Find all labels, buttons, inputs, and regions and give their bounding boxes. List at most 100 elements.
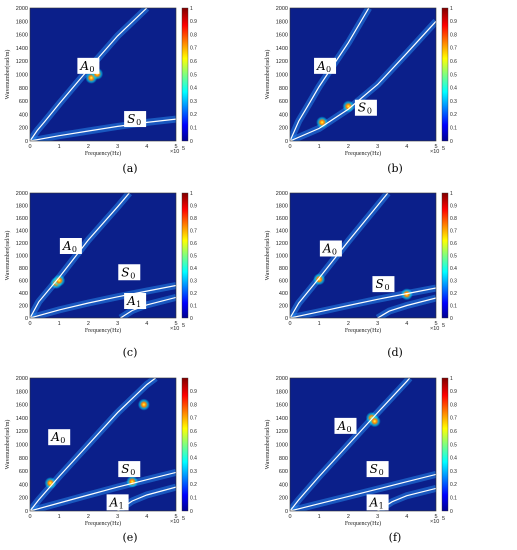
y-tick-label: 2000 <box>276 6 288 12</box>
colorbar-tick-label: 0.2 <box>190 291 197 297</box>
y-tick-label: 0 <box>25 139 28 145</box>
y-tick-label: 1400 <box>276 229 288 235</box>
x-multiplier-exponent: 5 <box>182 146 185 152</box>
colorbar-tick-label: 0.3 <box>450 469 457 475</box>
dispersion-curve-S0 <box>290 473 436 511</box>
plot-frame <box>289 377 437 512</box>
colorbar-tick-label: 0.9 <box>450 389 457 395</box>
peak-spot <box>53 274 66 287</box>
mode-label-box <box>366 494 389 511</box>
x-tick-label: 3 <box>116 321 119 327</box>
y-tick-label: 800 <box>19 86 28 92</box>
y-axis-label: Wavenumber(rad/m) <box>4 420 11 470</box>
colorbar-tick-label: 0.6 <box>450 241 457 247</box>
colorbar-tick-label: 1 <box>450 6 453 12</box>
panel-caption: (d) <box>387 346 403 359</box>
colorbar-tick-label: 0.1 <box>450 496 457 502</box>
colorbar-tick-label: 0.1 <box>190 496 197 502</box>
colorbar-tick-label: 0 <box>190 316 193 322</box>
colorbar-tick-label: 0.3 <box>450 278 457 284</box>
colorbar <box>441 192 449 319</box>
y-tick-label: 1200 <box>276 59 288 65</box>
colorbar-tick-label: 0.6 <box>190 59 197 65</box>
y-tick-label: 2000 <box>276 376 288 382</box>
mode-label-subscript: 0 <box>89 65 94 74</box>
mode-label-box <box>124 111 147 128</box>
x-tick-label: 5 <box>434 144 437 150</box>
panel-caption: (b) <box>387 162 403 175</box>
colorbar-tick-label: 0.5 <box>450 253 457 259</box>
colorbar-tick-label: 0.2 <box>190 482 197 488</box>
mode-label-subscript: 0 <box>326 65 331 74</box>
plot-background <box>290 378 436 511</box>
dispersion-curve-A0 <box>290 193 389 318</box>
y-tick-label: 400 <box>19 112 28 118</box>
x-tick-label: 3 <box>376 514 379 520</box>
x-tick-label: 0 <box>28 144 31 150</box>
x-multiplier-exponent: 5 <box>442 323 445 329</box>
y-tick-label: 1600 <box>16 33 28 39</box>
mode-label-box <box>59 238 82 254</box>
peak-spot <box>137 398 150 411</box>
dispersion-curve-S0 <box>30 471 176 511</box>
colorbar-tick-label: 0.5 <box>450 442 457 448</box>
y-tick-label: 600 <box>19 279 28 285</box>
mode-label-box <box>48 429 71 446</box>
colorbar-tick-label: 0.9 <box>190 19 197 25</box>
plot-frame <box>29 192 177 319</box>
peak-spot <box>400 288 413 301</box>
colorbar <box>441 377 449 512</box>
mode-label-box <box>334 417 357 434</box>
colorbar-tick-label: 0.7 <box>190 46 197 52</box>
colorbar-tick-label: 0.4 <box>450 456 457 462</box>
colorbar-tick-label: 0.1 <box>450 126 457 132</box>
mode-label-A1: A <box>109 495 119 509</box>
colorbar-tick-label: 0.2 <box>450 482 457 488</box>
mode-label-S0: S <box>127 112 135 126</box>
x-multiplier: ×10 <box>430 519 439 525</box>
mode-label-A0: A <box>322 242 332 256</box>
colorbar-tick-label: 1 <box>450 376 453 382</box>
y-axis-label: Wavenumber(rad/m) <box>4 50 11 100</box>
mode-label-box <box>77 57 100 74</box>
mode-label-subscript: 0 <box>60 436 65 445</box>
y-tick-label: 1400 <box>16 229 28 235</box>
colorbar-tick-label: 0.8 <box>450 402 457 408</box>
panel-caption: (e) <box>122 531 137 544</box>
x-tick-label: 5 <box>434 321 437 327</box>
dispersion-curve-S0 <box>30 284 176 318</box>
colorbar-tick-label: 0.7 <box>190 228 197 234</box>
y-tick-label: 400 <box>279 291 288 297</box>
mode-label-subscript: 0 <box>130 468 135 477</box>
colorbar-tick-label: 0.3 <box>450 99 457 105</box>
y-tick-label: 800 <box>279 266 288 272</box>
mode-label-subscript: 0 <box>384 283 389 292</box>
y-tick-label: 1800 <box>16 389 28 395</box>
y-tick-label: 1200 <box>16 59 28 65</box>
y-tick-label: 1000 <box>276 254 288 260</box>
y-tick-label: 2000 <box>16 191 28 197</box>
mode-label-subscript: 0 <box>136 118 141 127</box>
colorbar-tick-label: 0.7 <box>450 416 457 422</box>
mode-label-A1: A <box>126 294 136 308</box>
y-tick-label: 200 <box>279 126 288 132</box>
x-tick-label: 2 <box>87 321 90 327</box>
plot-area <box>30 378 176 511</box>
colorbar <box>181 192 189 319</box>
mode-label-A0: A <box>62 239 72 253</box>
y-tick-label: 1200 <box>276 241 288 247</box>
mode-label-A1: A <box>369 495 379 509</box>
x-multiplier: ×10 <box>170 326 179 332</box>
colorbar-tick-label: 1 <box>190 191 193 197</box>
y-tick-label: 2000 <box>16 376 28 382</box>
x-multiplier-exponent: 5 <box>182 516 185 522</box>
x-tick-label: 5 <box>434 514 437 520</box>
dispersion-curve-S0 <box>290 20 436 141</box>
mode-label-box <box>118 461 141 478</box>
mode-label-A0: A <box>50 430 60 444</box>
plot-area <box>30 8 176 141</box>
dispersion-curve-A0 <box>30 193 130 318</box>
mode-label-box <box>372 276 395 293</box>
